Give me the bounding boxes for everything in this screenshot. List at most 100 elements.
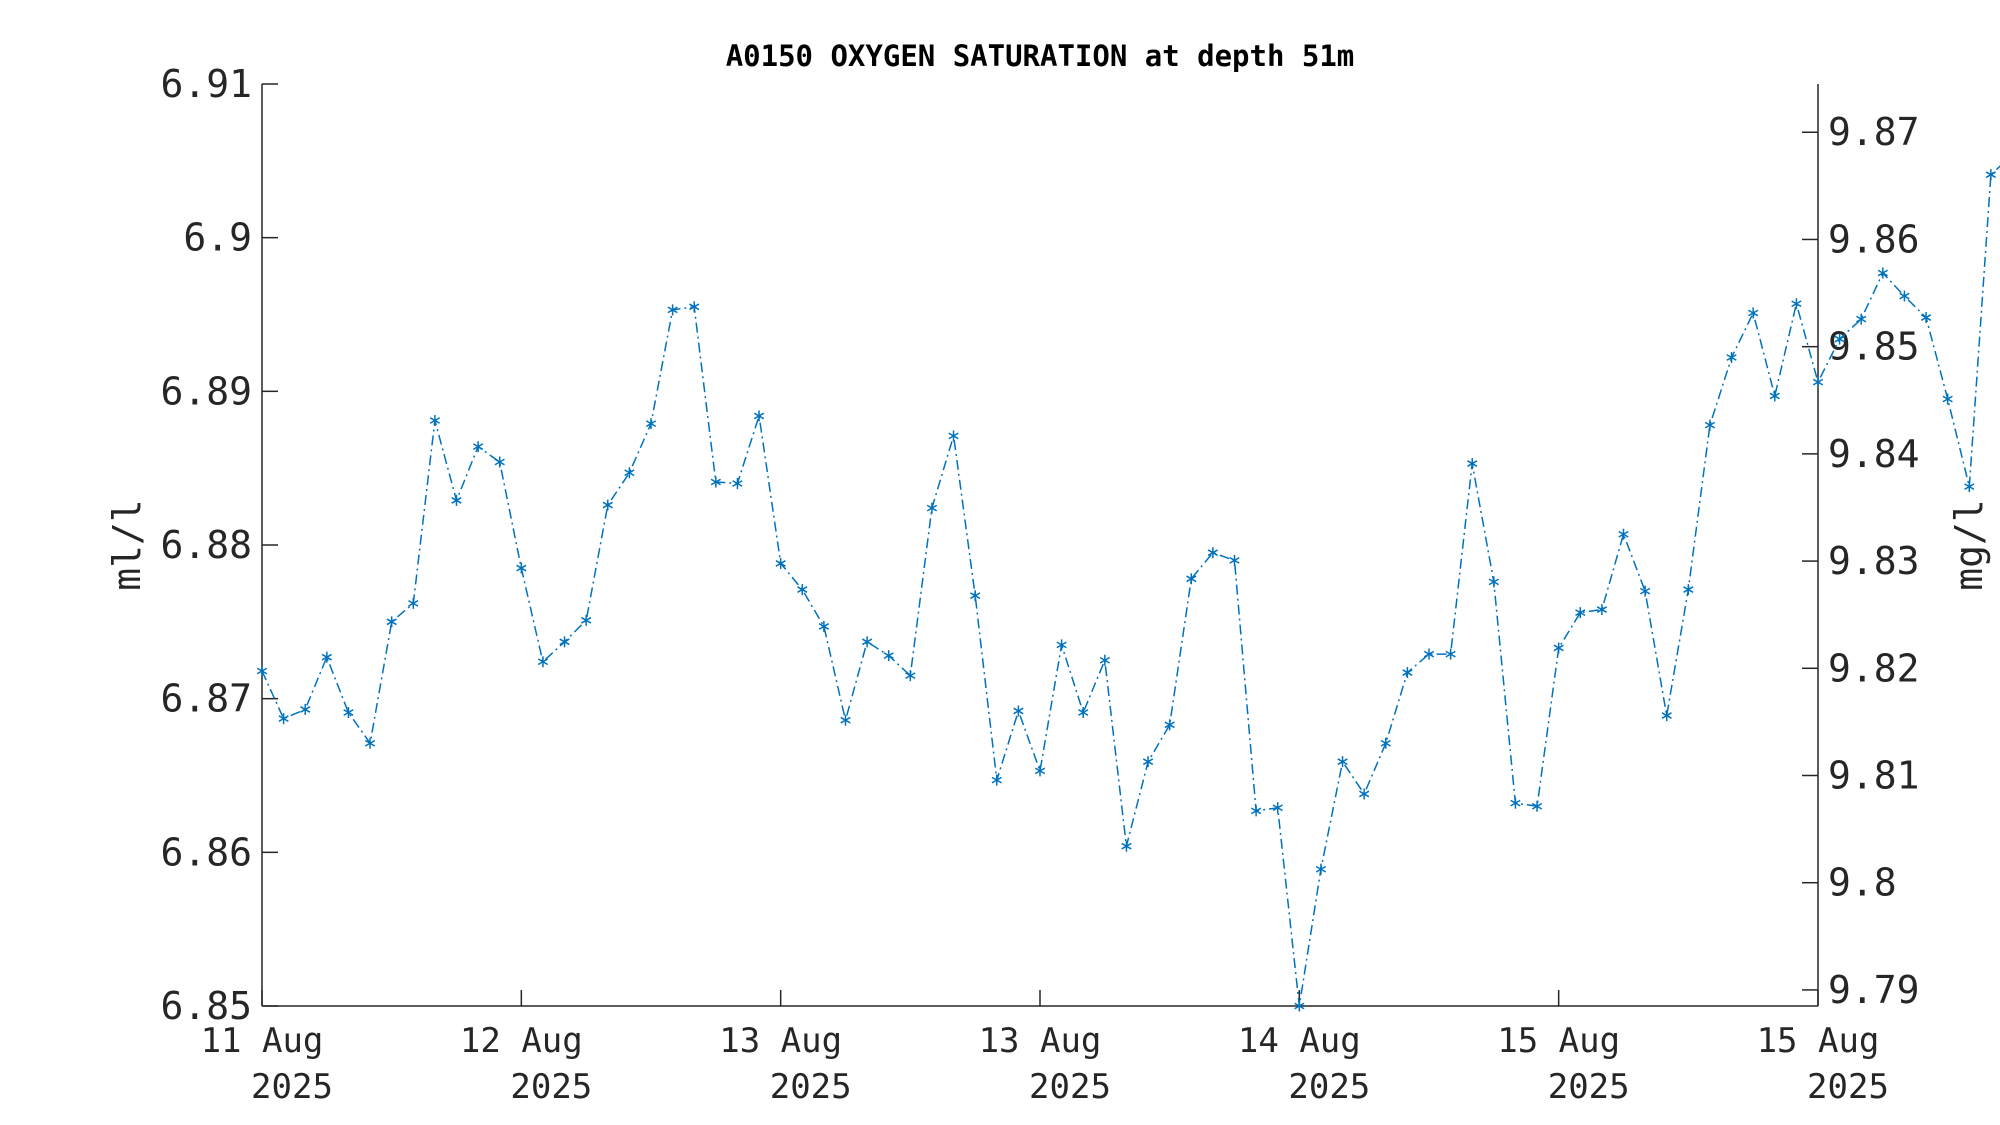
right-y-ticks: 9.79 9.8 9.81 9.82 9.83 9.84 9.85 9.86 9.87 [1802,110,1920,1012]
data-point [970,590,981,602]
left-y-tick-label: 6.91 [160,62,252,106]
x-tick-label-year: 2025 [1288,1067,1370,1107]
data-point [1575,607,1586,619]
data-point [1337,756,1348,768]
data-point [753,410,765,422]
data-point [667,304,678,316]
data-point [278,713,289,725]
data-point [710,476,721,488]
data-point [386,616,397,628]
x-tick-label-year: 2025 [770,1067,852,1107]
data-point [1899,290,1910,302]
data-point [494,456,505,468]
data-point [1207,547,1219,559]
data-point [1856,313,1867,325]
data-point [602,499,613,511]
data-point [581,614,592,626]
data-point [1488,576,1499,588]
data-point [861,636,873,648]
right-y-tick-label: 9.86 [1828,217,1920,261]
data-point [1078,706,1089,718]
data-point [1553,642,1564,654]
data-point [256,665,268,677]
data-point [1704,419,1716,431]
data-point [1726,352,1737,364]
data-point [1229,554,1240,566]
data-point [1467,458,1478,470]
data-point [797,584,808,596]
data-point [1315,863,1327,875]
data-point [1056,639,1067,651]
data-point [840,714,851,726]
data-point [1618,528,1629,540]
data-point [1445,648,1456,660]
data-point [1164,719,1175,731]
right-y-tick-label: 9.85 [1828,325,1920,369]
x-tick-label-date: 13 Aug [719,1021,842,1061]
data-point [1099,654,1110,666]
data-point [1920,312,1932,324]
data-point [1683,584,1694,596]
data-point [1250,805,1262,817]
x-ticks: 11 Aug 2025 12 Aug 2025 13 Aug 2025 13 Aug 2025… [201,990,1889,1107]
data-point [321,651,332,663]
data-point [1791,298,1802,310]
data-point [1769,390,1780,402]
data-point [364,737,376,749]
data-point [948,430,959,442]
x-tick-label-year: 2025 [1548,1067,1630,1107]
left-y-ticks: 6.85 6.86 6.87 6.88 6.89 6.9 6.91 [160,62,278,1028]
data-point [429,415,441,427]
data-point [1423,648,1435,660]
data-point [1402,667,1413,679]
x-tick-label-date: 13 Aug [979,1021,1102,1061]
x-tick-label-date: 14 Aug [1238,1021,1361,1061]
data-point [1294,1000,1305,1012]
data-point [1812,376,1824,388]
data-point [516,562,527,574]
x-tick-label-date: 12 Aug [460,1021,583,1061]
x-tick-label-year: 2025 [1807,1067,1889,1107]
data-point [300,703,311,715]
data-point [905,670,916,682]
data-point [1359,788,1370,800]
right-y-tick-label: 9.82 [1828,646,1920,690]
right-y-tick-label: 9.79 [1828,968,1920,1012]
data-point [1596,604,1608,616]
data-point [1748,307,1759,319]
right-y-axis-label: mg/l [1947,499,1991,591]
data-point [624,467,635,479]
data-point [1272,802,1283,814]
x-tick-label-year: 2025 [251,1067,333,1107]
left-y-tick-label: 6.88 [160,523,252,567]
left-y-tick-label: 6.87 [160,677,252,721]
right-y-tick-label: 9.83 [1828,539,1920,583]
left-y-tick-label: 6.9 [183,216,252,260]
data-point [883,650,894,662]
data-point [1942,393,1953,405]
data-point [408,597,419,609]
data-point [1034,765,1046,777]
series-markers [256,169,1997,1012]
data-point [689,301,700,313]
x-tick-label-date: 11 Aug [201,1021,324,1061]
data-point [1121,840,1132,852]
data-point [1639,585,1651,597]
data-point [472,441,484,453]
x-tick-label-year: 2025 [1029,1067,1111,1107]
data-point [926,502,938,514]
left-y-axis-label: ml/l [105,499,149,591]
data-point [1661,710,1672,722]
right-y-tick-label: 9.8 [1828,861,1897,905]
data-point [1380,737,1391,749]
data-point [732,478,743,490]
data-point [1013,705,1024,717]
right-y-tick-label: 9.81 [1828,754,1920,798]
left-y-tick-label: 6.86 [160,830,252,874]
data-point [818,620,830,632]
right-y-tick-label: 9.84 [1828,432,1920,476]
data-point [1510,797,1521,809]
data-point [559,636,570,648]
data-point [451,494,462,506]
